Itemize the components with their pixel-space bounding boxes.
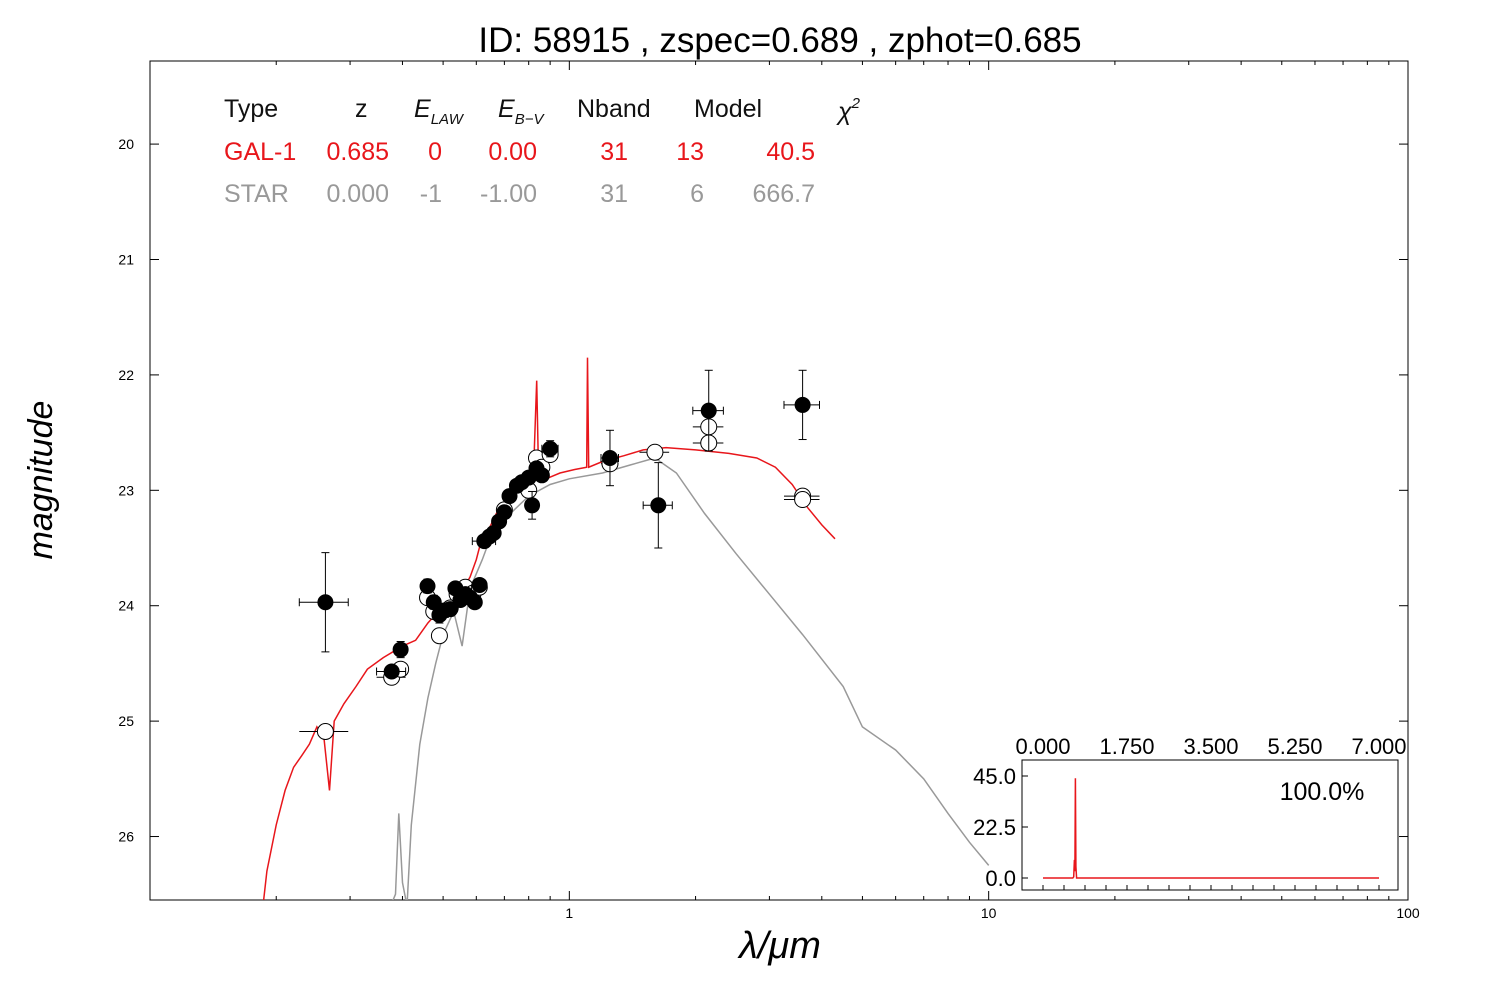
y-tick-label: 20 xyxy=(118,136,134,152)
x-tick-label: 1 xyxy=(565,905,573,921)
header-model: Model xyxy=(694,95,762,123)
observed-point xyxy=(650,497,667,514)
observed-point xyxy=(466,594,483,611)
header-nband: Nband xyxy=(577,95,651,123)
figure-title: ID: 58915 , zspec=0.689 , zphot=0.685 xyxy=(478,21,1081,60)
x-axis-label: λ/μm xyxy=(737,925,821,967)
y-tick-label: 23 xyxy=(118,482,134,498)
table-rows: GAL-1 0.685 0 0.00 31 13 40.5 STAR 0.000 -1 -1.00 3… xyxy=(224,138,815,208)
observed-point xyxy=(496,504,513,521)
photometry-points xyxy=(298,369,821,741)
main-plot-frame xyxy=(149,60,1409,901)
observed-point xyxy=(471,576,488,593)
observed-point xyxy=(392,641,409,658)
model-curves xyxy=(262,357,990,900)
observed-point xyxy=(383,663,400,680)
main-plot: 1 10 100 20 21 22 23 24 25 26 xyxy=(118,60,1420,921)
header-z: z xyxy=(355,95,368,123)
y-tick-label: 24 xyxy=(118,598,134,614)
observed-point xyxy=(317,594,334,611)
observed-point xyxy=(700,402,717,419)
observed-point xyxy=(419,578,436,595)
inset-pdf-curve xyxy=(1043,778,1379,879)
inset-y-tick-label: 0.0 xyxy=(985,866,1016,891)
y-tick-label: 26 xyxy=(118,829,134,845)
cell-type: STAR xyxy=(224,180,289,208)
cell-chi2: 666.7 xyxy=(752,180,815,208)
model-mag-point xyxy=(430,627,448,645)
header-elaw: ELAW xyxy=(414,95,465,128)
model-mag-point xyxy=(646,443,664,461)
header-type: Type xyxy=(224,95,278,123)
cell-ebv: -1.00 xyxy=(480,180,537,208)
table-header: Type z ELAW EB−V Nband Model χ2 xyxy=(224,95,861,128)
observed-point xyxy=(533,467,550,484)
inset-axis-ticks: 0.000 1.750 3.500 5.250 7.000 0.0 22.5 45.0 xyxy=(973,734,1406,891)
model-mag-point xyxy=(316,723,334,741)
inset-y-tick-label: 22.5 xyxy=(973,815,1016,840)
inset-x-tick-label: 5.250 xyxy=(1267,734,1322,759)
y-tick-label: 25 xyxy=(118,713,134,729)
cell-type: GAL-1 xyxy=(224,138,296,166)
inset-x-tick-label: 1.750 xyxy=(1099,734,1154,759)
observed-point xyxy=(601,449,618,466)
x-tick-label: 100 xyxy=(1396,905,1420,921)
cell-chi2: 40.5 xyxy=(766,138,815,166)
galaxy-model-curve xyxy=(262,357,836,900)
cell-z: 0.000 xyxy=(326,180,389,208)
y-tick-label: 22 xyxy=(118,367,134,383)
cell-nband: 31 xyxy=(600,138,628,166)
inset-x-tick-label: 0.000 xyxy=(1015,734,1070,759)
model-mag-point xyxy=(794,491,812,509)
inset-frame xyxy=(1021,759,1399,891)
cell-model: 6 xyxy=(690,180,704,208)
inset-annotation: 100.0% xyxy=(1280,778,1365,806)
cell-nband: 31 xyxy=(600,180,628,208)
inset-pdf-plot: 0.000 1.750 3.500 5.250 7.000 0.0 22.5 45.0 100… xyxy=(973,734,1406,891)
star-model-curve xyxy=(392,457,990,900)
table-row: STAR 0.000 -1 -1.00 31 6 666.7 xyxy=(224,180,815,208)
cell-model: 13 xyxy=(676,138,704,166)
cell-elaw: -1 xyxy=(420,180,442,208)
inset-y-tick-label: 45.0 xyxy=(973,764,1016,789)
observed-point xyxy=(442,601,459,618)
cell-elaw: 0 xyxy=(428,138,442,166)
y-tick-label: 21 xyxy=(118,251,134,267)
observed-point xyxy=(542,440,559,457)
y-axis-label: magnitude xyxy=(22,401,60,560)
table-row: GAL-1 0.685 0 0.00 31 13 40.5 xyxy=(224,138,815,166)
main-axis-ticks: 1 10 100 20 21 22 23 24 25 26 xyxy=(118,61,1420,921)
cell-ebv: 0.00 xyxy=(488,138,537,166)
pdf-line xyxy=(1043,778,1379,879)
header-ebv: EB−V xyxy=(498,95,545,128)
inset-x-tick-label: 7.000 xyxy=(1351,734,1406,759)
observed-point xyxy=(794,396,811,413)
cell-z: 0.685 xyxy=(326,138,389,166)
header-chi2: χ2 xyxy=(836,95,861,126)
inset-x-tick-label: 3.500 xyxy=(1183,734,1238,759)
observed-point xyxy=(524,497,541,514)
fit-summary-table: Type z ELAW EB−V Nband Model χ2 GAL-1 0.6… xyxy=(224,95,861,208)
x-tick-label: 10 xyxy=(981,905,997,921)
